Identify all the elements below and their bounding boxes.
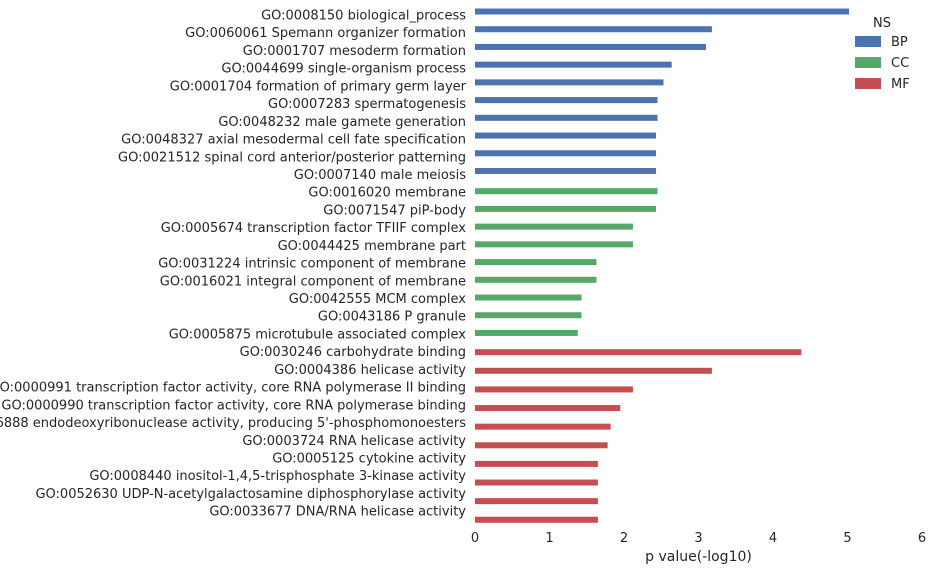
y-tick-label: GO:0052630 UDP-N-acetylgalactosamine dip… (35, 487, 466, 502)
y-tick-label: GO:0060061 Spemann organizer formation (185, 26, 466, 41)
bars-group (475, 8, 849, 523)
y-tick-label: GO:0030246 carbohydrate binding (240, 345, 466, 360)
legend-label-bp: BP (891, 35, 908, 50)
bar-cc (475, 241, 633, 248)
bar-cc (475, 205, 657, 212)
bar-bp (475, 79, 664, 86)
bar-cc (475, 188, 658, 195)
x-tick-label: 5 (843, 531, 851, 546)
y-tick-label: GO:0008150 biological_process (261, 9, 466, 24)
bar-cc (475, 312, 582, 319)
bar-mf (475, 460, 598, 467)
bar-bp (475, 61, 672, 68)
y-tick-label: GO:0021512 spinal cord anterior/posterio… (118, 150, 466, 165)
bar-mf (475, 498, 598, 505)
y-tick-label: GO:0044425 membrane part (278, 239, 466, 254)
x-tick-label: 3 (694, 531, 702, 546)
y-tick-label: GO:0031224 intrinsic component of membra… (158, 257, 466, 272)
y-tick-label: GO:0004386 helicase activity (274, 363, 466, 378)
bar-mf (475, 349, 802, 356)
y-tick-label: GO:0016888 endodeoxyribonuclease activit… (0, 416, 466, 431)
bar-bp (475, 97, 658, 104)
bar-mf (475, 386, 633, 393)
y-tick-label: GO:0008440 inositol-1,4,5-trisphosphate … (89, 469, 466, 484)
bar-bp (475, 26, 712, 33)
legend-items: BP CC MF (855, 35, 910, 92)
bar-cc (475, 259, 597, 266)
bar-mf (475, 442, 608, 449)
bar-cc (475, 294, 582, 301)
bar-bp (475, 8, 849, 15)
bar-mf (475, 367, 712, 374)
y-tick-label: GO:0005674 transcription factor TFIIF co… (161, 221, 467, 236)
y-tick-label: GO:0033677 DNA/RNA helicase activity (209, 505, 466, 520)
x-tick-label: 1 (545, 531, 553, 546)
bar-cc (475, 276, 597, 283)
plot-area: GO:0008150 biological_process GO:0060061 … (0, 8, 926, 565)
legend-swatch-cc (855, 57, 881, 68)
legend-swatch-mf (855, 78, 881, 89)
bar-cc (475, 223, 633, 230)
bar-bp (475, 150, 657, 157)
y-tick-label: GO:0043186 P granule (318, 310, 466, 325)
bar-bp (475, 43, 706, 50)
bar-mf (475, 423, 611, 430)
y-tick-label: GO:0007283 spermatogenesis (268, 97, 466, 112)
x-tick-label: 0 (471, 531, 479, 546)
y-tick-label: GO:0003724 RNA helicase activity (242, 434, 466, 449)
legend-label-mf: MF (891, 77, 910, 92)
y-tick-label: GO:0016021 integral component of membran… (160, 274, 466, 289)
y-tick-label: GO:0044699 single-organism process (221, 62, 466, 77)
bar-mf (475, 405, 621, 412)
legend: NS BP CC MF (855, 16, 910, 92)
bar-bp (475, 167, 657, 174)
x-tick-label: 2 (620, 531, 628, 546)
y-tick-label: GO:0042555 MCM complex (289, 292, 467, 307)
x-tick-label: 4 (769, 531, 777, 546)
y-tick-label: GO:0000990 transcription factor activity… (1, 398, 466, 413)
y-tick-label: GO:0001707 mesoderm formation (243, 44, 466, 59)
bar-mf (475, 479, 598, 486)
legend-swatch-bp (855, 36, 881, 47)
x-tick-labels: 0 1 2 3 4 5 6 (471, 531, 926, 546)
bar-cc (475, 329, 578, 336)
bar-mf (475, 516, 598, 523)
y-tick-label: GO:0001704 formation of primary germ lay… (170, 79, 467, 94)
y-tick-label: GO:0048327 axial mesodermal cell fate sp… (121, 133, 466, 148)
x-axis-label: p value(-log10) (645, 549, 752, 565)
y-tick-label: GO:0071547 piP-body (323, 203, 466, 218)
bar-bp (475, 132, 657, 139)
x-tick-label: 6 (918, 531, 926, 546)
y-tick-label: GO:0005125 cytokine activity (272, 452, 466, 467)
legend-title: NS (873, 16, 891, 31)
legend-label-cc: CC (891, 56, 909, 71)
y-tick-label: GO:0016020 membrane (308, 186, 466, 201)
y-tick-labels: GO:0008150 biological_process GO:0060061 … (0, 9, 467, 520)
y-tick-label: GO:0005875 microtubule associated comple… (169, 327, 467, 342)
y-tick-label: GO:0007140 male meiosis (294, 168, 466, 183)
y-tick-label: GO:0000991 transcription factor activity… (0, 381, 466, 396)
bar-bp (475, 114, 658, 121)
y-tick-label: GO:0048232 male gamete generation (218, 115, 466, 130)
